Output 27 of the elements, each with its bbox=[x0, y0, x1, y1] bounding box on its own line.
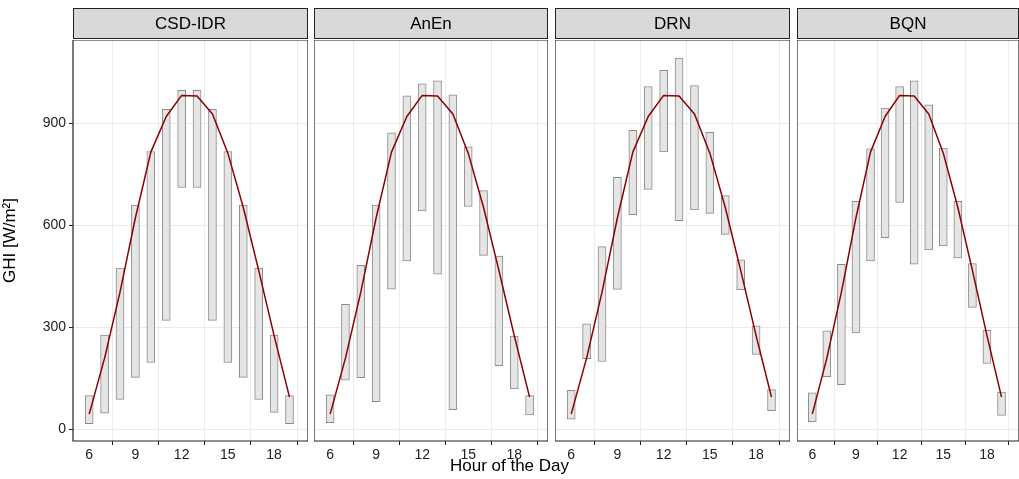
x-tick-label: 12 bbox=[891, 446, 908, 463]
x-tick-label: 9 bbox=[613, 446, 622, 463]
x-tick-label: 9 bbox=[372, 446, 381, 463]
x-tick-label: 6 bbox=[808, 446, 817, 463]
chart-title: BQN bbox=[797, 8, 1019, 39]
x-tick-label: 12 bbox=[414, 446, 431, 463]
x-tick-label: 6 bbox=[567, 446, 576, 463]
y-tick-label: 0 bbox=[58, 419, 67, 436]
x-tick-label: 12 bbox=[173, 446, 190, 463]
chart-title: DRN bbox=[555, 8, 790, 39]
y-tick-label: 600 bbox=[42, 216, 67, 233]
y-tick-label: 300 bbox=[42, 318, 67, 335]
x-tick-label: 6 bbox=[85, 446, 94, 463]
chart-title: CSD-IDR bbox=[73, 8, 308, 39]
x-tick-label: 15 bbox=[702, 446, 718, 463]
chart-title: AnEn bbox=[314, 8, 548, 39]
y-axis-title: GHI [W/m²] bbox=[0, 198, 19, 283]
x-tick-label: 18 bbox=[266, 446, 283, 463]
x-tick-label: 15 bbox=[935, 446, 952, 463]
x-tick-label: 15 bbox=[220, 446, 236, 463]
x-tick-label: 9 bbox=[852, 446, 861, 463]
y-tick-label: 900 bbox=[42, 114, 67, 131]
x-tick-label: 12 bbox=[655, 446, 672, 463]
x-tick-label: 18 bbox=[979, 446, 995, 463]
x-tick-label: 6 bbox=[326, 446, 335, 463]
x-tick-label: 9 bbox=[131, 446, 140, 463]
x-tick-label: 18 bbox=[748, 446, 765, 463]
